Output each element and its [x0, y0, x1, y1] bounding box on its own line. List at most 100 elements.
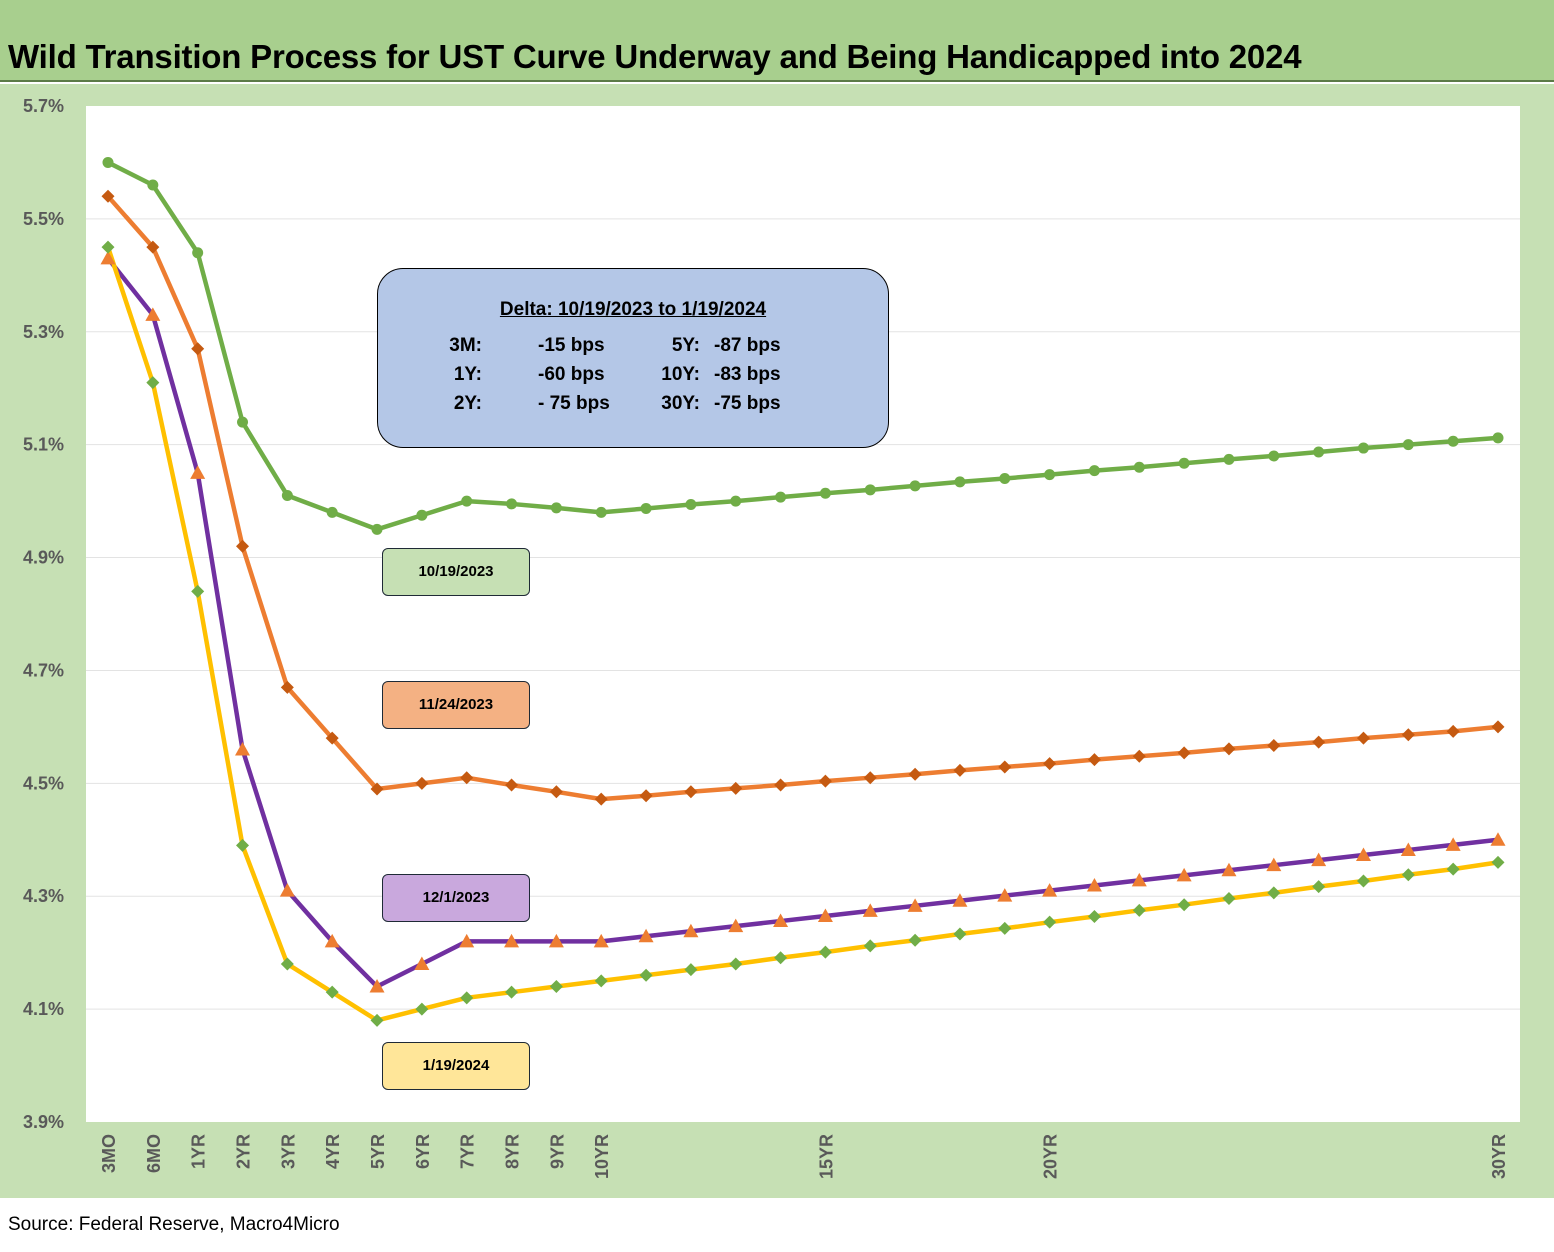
data-point	[1044, 469, 1056, 481]
x-tick-label: 3YR	[278, 1134, 298, 1169]
data-point	[460, 991, 474, 1005]
data-point	[953, 763, 967, 777]
data-point	[1490, 832, 1506, 846]
series-line-1	[106, 194, 1499, 802]
data-point	[729, 781, 743, 795]
data-point	[1401, 868, 1415, 882]
data-point	[280, 680, 294, 694]
data-point	[326, 506, 338, 518]
data-point	[863, 771, 877, 785]
data-point	[640, 502, 652, 514]
x-tick-label: 1YR	[189, 1134, 209, 1169]
delta-l2-0: 5Y:	[671, 335, 700, 356]
data-point	[145, 307, 161, 321]
data-point	[998, 921, 1012, 935]
data-point	[324, 933, 340, 948]
delta-v1-0: -15 bps	[538, 335, 605, 356]
y-tick-label: 5.5%	[23, 209, 64, 229]
delta-v2-2: -75 bps	[714, 393, 781, 414]
data-point	[954, 476, 966, 488]
data-point	[594, 974, 608, 988]
data-point	[864, 484, 876, 496]
delta-l1-2: 2Y:	[453, 393, 482, 414]
data-point	[1492, 432, 1504, 444]
data-point	[504, 933, 520, 948]
data-point	[1401, 728, 1415, 742]
y-tick-label: 5.1%	[23, 435, 64, 455]
data-point	[505, 778, 519, 792]
data-point	[549, 980, 563, 994]
data-point	[683, 923, 699, 938]
x-tick-label: 10YR	[592, 1134, 612, 1179]
data-point	[684, 785, 698, 799]
chart-area: 3.9% 4.1% 4.3% 4.5% 4.7% 4.9% 5.1% 5.3% 5.5% 5.7%…	[0, 84, 1554, 1198]
data-point	[101, 240, 115, 254]
delta-annotation-box: Delta: 10/19/2023 to 1/19/2024 3M: -15 bp…	[377, 268, 889, 448]
data-point	[192, 247, 204, 259]
data-point	[146, 240, 160, 254]
plot-area	[86, 106, 1520, 1122]
data-point	[505, 985, 519, 999]
data-point	[999, 473, 1011, 485]
data-point	[908, 933, 922, 947]
data-point	[325, 731, 339, 745]
data-point	[818, 774, 832, 788]
y-tick-label: 4.7%	[23, 660, 64, 680]
data-point	[235, 741, 251, 756]
data-point	[1223, 453, 1235, 465]
data-point	[1132, 903, 1146, 917]
data-point	[236, 838, 250, 852]
data-point	[997, 888, 1013, 902]
data-point	[548, 933, 564, 948]
y-tick-label: 4.3%	[23, 886, 64, 906]
chart-title: Wild Transition Process for UST Curve Un…	[8, 38, 1302, 75]
data-point	[237, 416, 249, 428]
x-tick-label: 20YR	[1041, 1134, 1061, 1179]
series-label-10-19-2023: 10/19/2023	[382, 548, 530, 596]
data-point	[1221, 862, 1237, 877]
x-tick-label: 7YR	[458, 1134, 478, 1169]
data-point	[909, 480, 921, 492]
y-tick-label: 4.1%	[23, 999, 64, 1019]
data-point	[1312, 735, 1326, 749]
delta-v2-0: -87 bps	[714, 335, 781, 356]
data-point	[952, 893, 968, 907]
x-tick-label: 30YR	[1489, 1134, 1509, 1179]
data-point	[593, 933, 609, 948]
series-label-12-1-2023: 12/1/2023	[382, 874, 530, 922]
data-point	[1356, 731, 1370, 745]
data-point	[1447, 435, 1459, 447]
data-point	[1400, 842, 1416, 856]
line-chart: 3.9% 4.1% 4.3% 4.5% 4.7% 4.9% 5.1% 5.3% 5.5% 5.7%…	[23, 96, 1520, 1179]
delta-l2-2: 30Y:	[661, 393, 700, 414]
data-point	[639, 789, 653, 803]
y-tick-label: 5.3%	[23, 322, 64, 342]
y-tick-label: 4.5%	[23, 773, 64, 793]
data-point	[863, 939, 877, 953]
series-label-1-19-2024: 1/19/2024	[382, 1042, 530, 1090]
x-tick-label: 3MO	[99, 1134, 119, 1173]
data-point	[773, 913, 789, 928]
x-tick-label: 6MO	[144, 1134, 164, 1173]
data-point	[684, 963, 698, 977]
data-point	[1043, 757, 1057, 771]
data-point	[1086, 877, 1102, 892]
data-point	[774, 951, 788, 965]
data-point	[416, 509, 428, 521]
data-point	[1311, 852, 1327, 867]
data-point	[1087, 910, 1101, 924]
x-tick-label: 2YR	[234, 1134, 254, 1169]
data-point	[550, 502, 562, 514]
delta-l1-1: 1Y:	[453, 364, 482, 385]
y-tick-label: 3.9%	[23, 1112, 64, 1132]
data-point	[100, 250, 116, 265]
data-point	[1312, 880, 1326, 894]
title-bar: Wild Transition Process for UST Curve Un…	[0, 0, 1554, 82]
delta-l2-1: 10Y:	[661, 364, 700, 385]
series-label-11-24-2023: 11/24/2023	[382, 681, 530, 729]
data-point	[1222, 891, 1236, 905]
data-point	[1042, 883, 1058, 897]
data-point	[730, 495, 742, 507]
data-point	[907, 898, 923, 912]
data-point	[862, 903, 878, 917]
